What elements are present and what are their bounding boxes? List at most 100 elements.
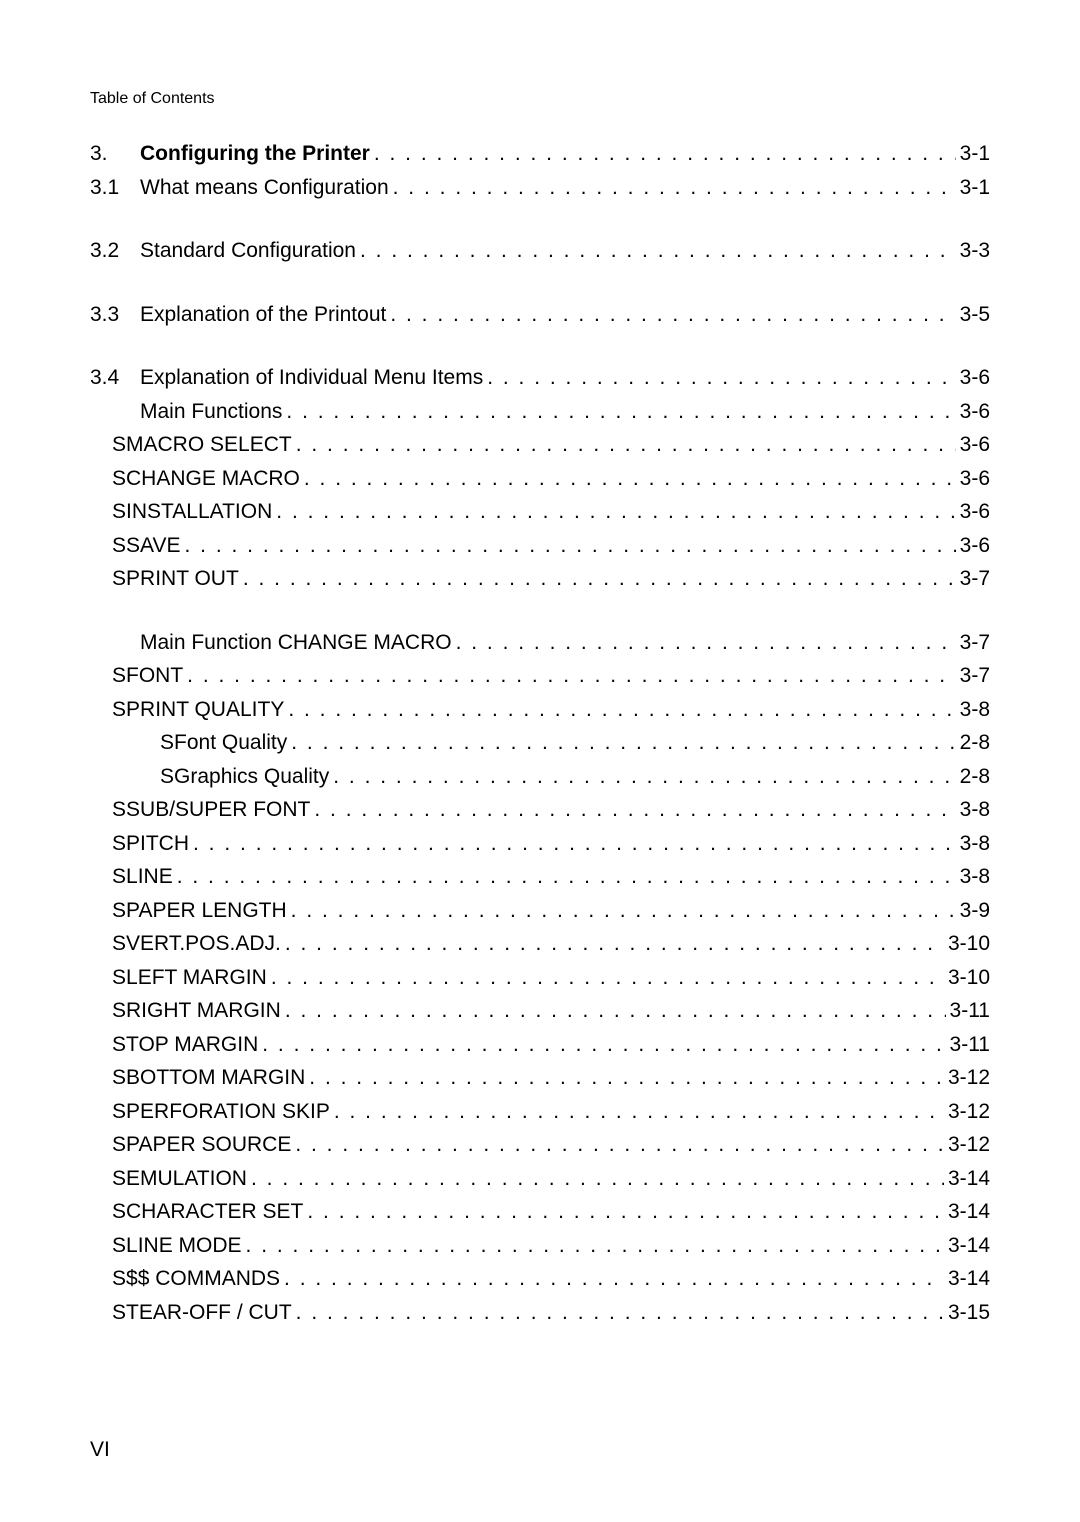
toc-dots: . . . . . . . . . . . . . . . . . . . . … [189, 828, 956, 860]
toc-entry: STOP MARGIN. . . . . . . . . . . . . . .… [90, 1029, 990, 1061]
toc-entry: SPERFORATION SKIP. . . . . . . . . . . .… [90, 1096, 990, 1128]
toc-page: 3-14 [944, 1263, 990, 1295]
toc-label: LEFT MARGIN [126, 962, 267, 994]
toc-page: 3-6 [956, 362, 990, 394]
toc-bullet: S [90, 895, 126, 927]
toc-bullet: S [90, 463, 126, 495]
toc-entry: 3.3Explanation of the Printout. . . . . … [90, 299, 990, 331]
toc-entry: Main Functions. . . . . . . . . . . . . … [90, 396, 990, 428]
toc-dots: . . . . . . . . . . . . . . . . . . . . … [258, 1029, 945, 1061]
toc-number: 3.3 [90, 299, 140, 331]
toc-label: $$ COMMANDS [126, 1263, 280, 1295]
section-gap [90, 269, 990, 299]
toc-bullet: S [90, 1297, 126, 1329]
toc-bullet: S [90, 1163, 126, 1195]
toc-page: 3-7 [956, 627, 990, 659]
toc-dots: . . . . . . . . . . . . . . . . . . . . … [303, 1196, 944, 1228]
toc-entry: SPAPER SOURCE. . . . . . . . . . . . . .… [90, 1129, 990, 1161]
toc-dots: . . . . . . . . . . . . . . . . . . . . … [292, 1297, 944, 1329]
toc-dots: . . . . . . . . . . . . . . . . . . . . … [267, 962, 944, 994]
toc-page: 3-14 [944, 1196, 990, 1228]
toc-page: 3-6 [956, 530, 990, 562]
toc-page: 3-14 [944, 1163, 990, 1195]
toc-page: 3-14 [944, 1230, 990, 1262]
toc-dots: . . . . . . . . . . . . . . . . . . . . … [281, 995, 946, 1027]
toc-page: 3-6 [956, 496, 990, 528]
toc-label: PAPER SOURCE [126, 1129, 291, 1161]
toc-page: 3-11 [946, 995, 990, 1027]
toc-entry: SPRINT OUT. . . . . . . . . . . . . . . … [90, 563, 990, 595]
toc-dots: . . . . . . . . . . . . . . . . . . . . … [370, 138, 956, 170]
toc-dots: . . . . . . . . . . . . . . . . . . . . … [452, 627, 956, 659]
toc-page: 3-6 [956, 396, 990, 428]
toc-entry: SLINE MODE. . . . . . . . . . . . . . . … [90, 1230, 990, 1262]
toc-page: 3-15 [944, 1297, 990, 1329]
toc-entry: S$$ COMMANDS. . . . . . . . . . . . . . … [90, 1263, 990, 1295]
toc-bullet: S [90, 563, 126, 595]
toc-label: INSTALLATION [126, 496, 272, 528]
toc-bullet: S [90, 727, 174, 759]
toc-bullet: S [90, 694, 126, 726]
toc-label: RIGHT MARGIN [126, 995, 281, 1027]
toc-entry: STEAR-OFF / CUT. . . . . . . . . . . . .… [90, 1297, 990, 1329]
toc-label: CHARACTER SET [126, 1196, 303, 1228]
toc-dots: . . . . . . . . . . . . . . . . . . . . … [329, 761, 955, 793]
toc-bullet: S [90, 761, 174, 793]
toc-dots: . . . . . . . . . . . . . . . . . . . . … [287, 895, 956, 927]
toc-page: 3-8 [956, 694, 990, 726]
toc-label: What means Configuration [140, 172, 389, 204]
toc-bullet: S [90, 496, 126, 528]
toc-label: Configuring the Printer [140, 138, 370, 170]
toc-label: CHANGE MACRO [126, 463, 300, 495]
toc-label: TEAR-OFF / CUT [126, 1297, 292, 1329]
toc-entry: SLEFT MARGIN. . . . . . . . . . . . . . … [90, 962, 990, 994]
toc-bullet: S [90, 1196, 126, 1228]
toc-page: 3-5 [956, 299, 990, 331]
toc-label: EMULATION [126, 1163, 247, 1195]
toc-number: 3.4 [90, 362, 140, 394]
toc-page: 3-1 [956, 172, 990, 204]
toc-label: LINE MODE [126, 1230, 242, 1262]
toc-label: Explanation of Individual Menu Items [140, 362, 483, 394]
toc-bullet: S [90, 1263, 126, 1295]
toc-page: 3-11 [946, 1029, 990, 1061]
toc-page: 2-8 [956, 727, 990, 759]
toc-entry: 3.4Explanation of Individual Menu Items.… [90, 362, 990, 394]
toc-dots: . . . . . . . . . . . . . . . . . . . . … [284, 694, 955, 726]
toc-bullet: S [90, 928, 126, 960]
toc-entry: SCHARACTER SET. . . . . . . . . . . . . … [90, 1196, 990, 1228]
toc-dots: . . . . . . . . . . . . . . . . . . . . … [280, 1263, 944, 1295]
toc-label: SUB/SUPER FONT [126, 794, 310, 826]
toc-bullet: S [90, 1129, 126, 1161]
toc-bullet: S [90, 1096, 126, 1128]
toc-number: 3. [90, 138, 140, 170]
toc-entry: SEMULATION. . . . . . . . . . . . . . . … [90, 1163, 990, 1195]
toc-page: 3-7 [956, 660, 990, 692]
toc-entry: Main Function CHANGE MACRO. . . . . . . … [90, 627, 990, 659]
toc-entry: 3.Configuring the Printer. . . . . . . .… [90, 138, 990, 170]
toc-entry: 3.2Standard Configuration. . . . . . . .… [90, 235, 990, 267]
toc-bullet: S [90, 962, 126, 994]
toc-dots: . . . . . . . . . . . . . . . . . . . . … [305, 1062, 944, 1094]
toc-dots: . . . . . . . . . . . . . . . . . . . . … [389, 172, 956, 204]
toc-page: 3-7 [956, 563, 990, 595]
toc-label: FONT [126, 660, 183, 692]
section-gap [90, 205, 990, 235]
toc-dots: . . . . . . . . . . . . . . . . . . . . … [300, 463, 956, 495]
toc-label: BOTTOM MARGIN [126, 1062, 305, 1094]
toc-dots: . . . . . . . . . . . . . . . . . . . . … [356, 235, 956, 267]
toc-label: PITCH [126, 828, 189, 860]
toc-dots: . . . . . . . . . . . . . . . . . . . . … [272, 496, 955, 528]
toc-page: 3-8 [956, 861, 990, 893]
toc-page: 3-1 [956, 138, 990, 170]
toc-dots: . . . . . . . . . . . . . . . . . . . . … [287, 727, 955, 759]
toc-dots: . . . . . . . . . . . . . . . . . . . . … [330, 1096, 944, 1128]
toc-label: PAPER LENGTH [126, 895, 287, 927]
toc-bullet: S [90, 530, 126, 562]
toc-page: 3-8 [956, 828, 990, 860]
toc-entry: SINSTALLATION. . . . . . . . . . . . . .… [90, 496, 990, 528]
toc-page: 3-8 [956, 794, 990, 826]
toc-entry: SLINE. . . . . . . . . . . . . . . . . .… [90, 861, 990, 893]
toc-entry: SSAVE. . . . . . . . . . . . . . . . . .… [90, 530, 990, 562]
toc-page: 3-10 [944, 928, 990, 960]
